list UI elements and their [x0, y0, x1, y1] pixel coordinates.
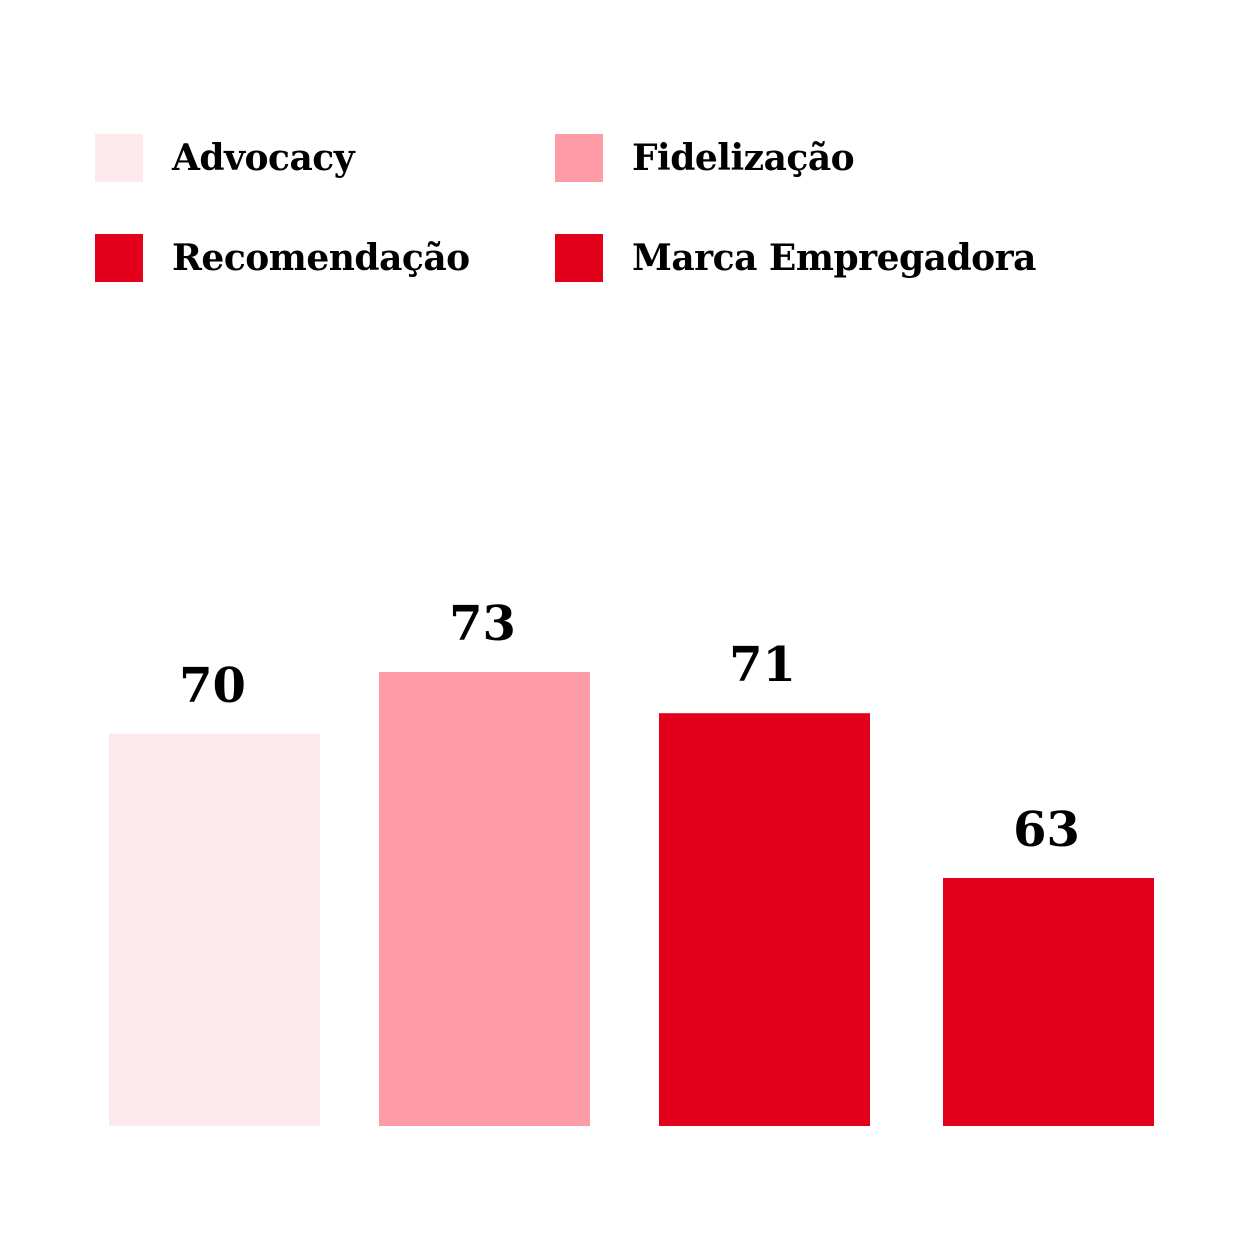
legend-swatch-recomendacao	[95, 234, 143, 282]
value-label-fidelizacao: 73	[449, 596, 516, 652]
legend-label-marca-empregadora: Marca Empregadora	[632, 237, 1036, 279]
bar-fidelizacao	[379, 672, 590, 1126]
legend-item-marca-empregadora: Marca Empregadora	[555, 234, 1036, 282]
legend-item-recomendacao: Recomendação	[95, 234, 470, 282]
legend-swatch-advocacy	[95, 134, 143, 182]
legend-swatch-marca-empregadora	[555, 234, 603, 282]
legend-item-advocacy: Advocacy	[95, 134, 355, 182]
legend: Advocacy Fidelização Recomendação Marca …	[0, 0, 1250, 320]
value-label-recomendacao: 71	[729, 637, 796, 693]
legend-swatch-fidelizacao	[555, 134, 603, 182]
legend-label-fidelizacao: Fidelização	[632, 137, 855, 179]
value-label-marca-empregadora: 63	[1013, 802, 1080, 858]
legend-item-fidelizacao: Fidelização	[555, 134, 855, 182]
bar-marca-empregadora	[943, 878, 1154, 1126]
bar-advocacy	[109, 733, 320, 1126]
legend-label-advocacy: Advocacy	[172, 137, 355, 179]
value-label-advocacy: 70	[179, 658, 246, 714]
bar-recomendacao	[659, 713, 870, 1126]
legend-label-recomendacao: Recomendação	[172, 237, 470, 279]
